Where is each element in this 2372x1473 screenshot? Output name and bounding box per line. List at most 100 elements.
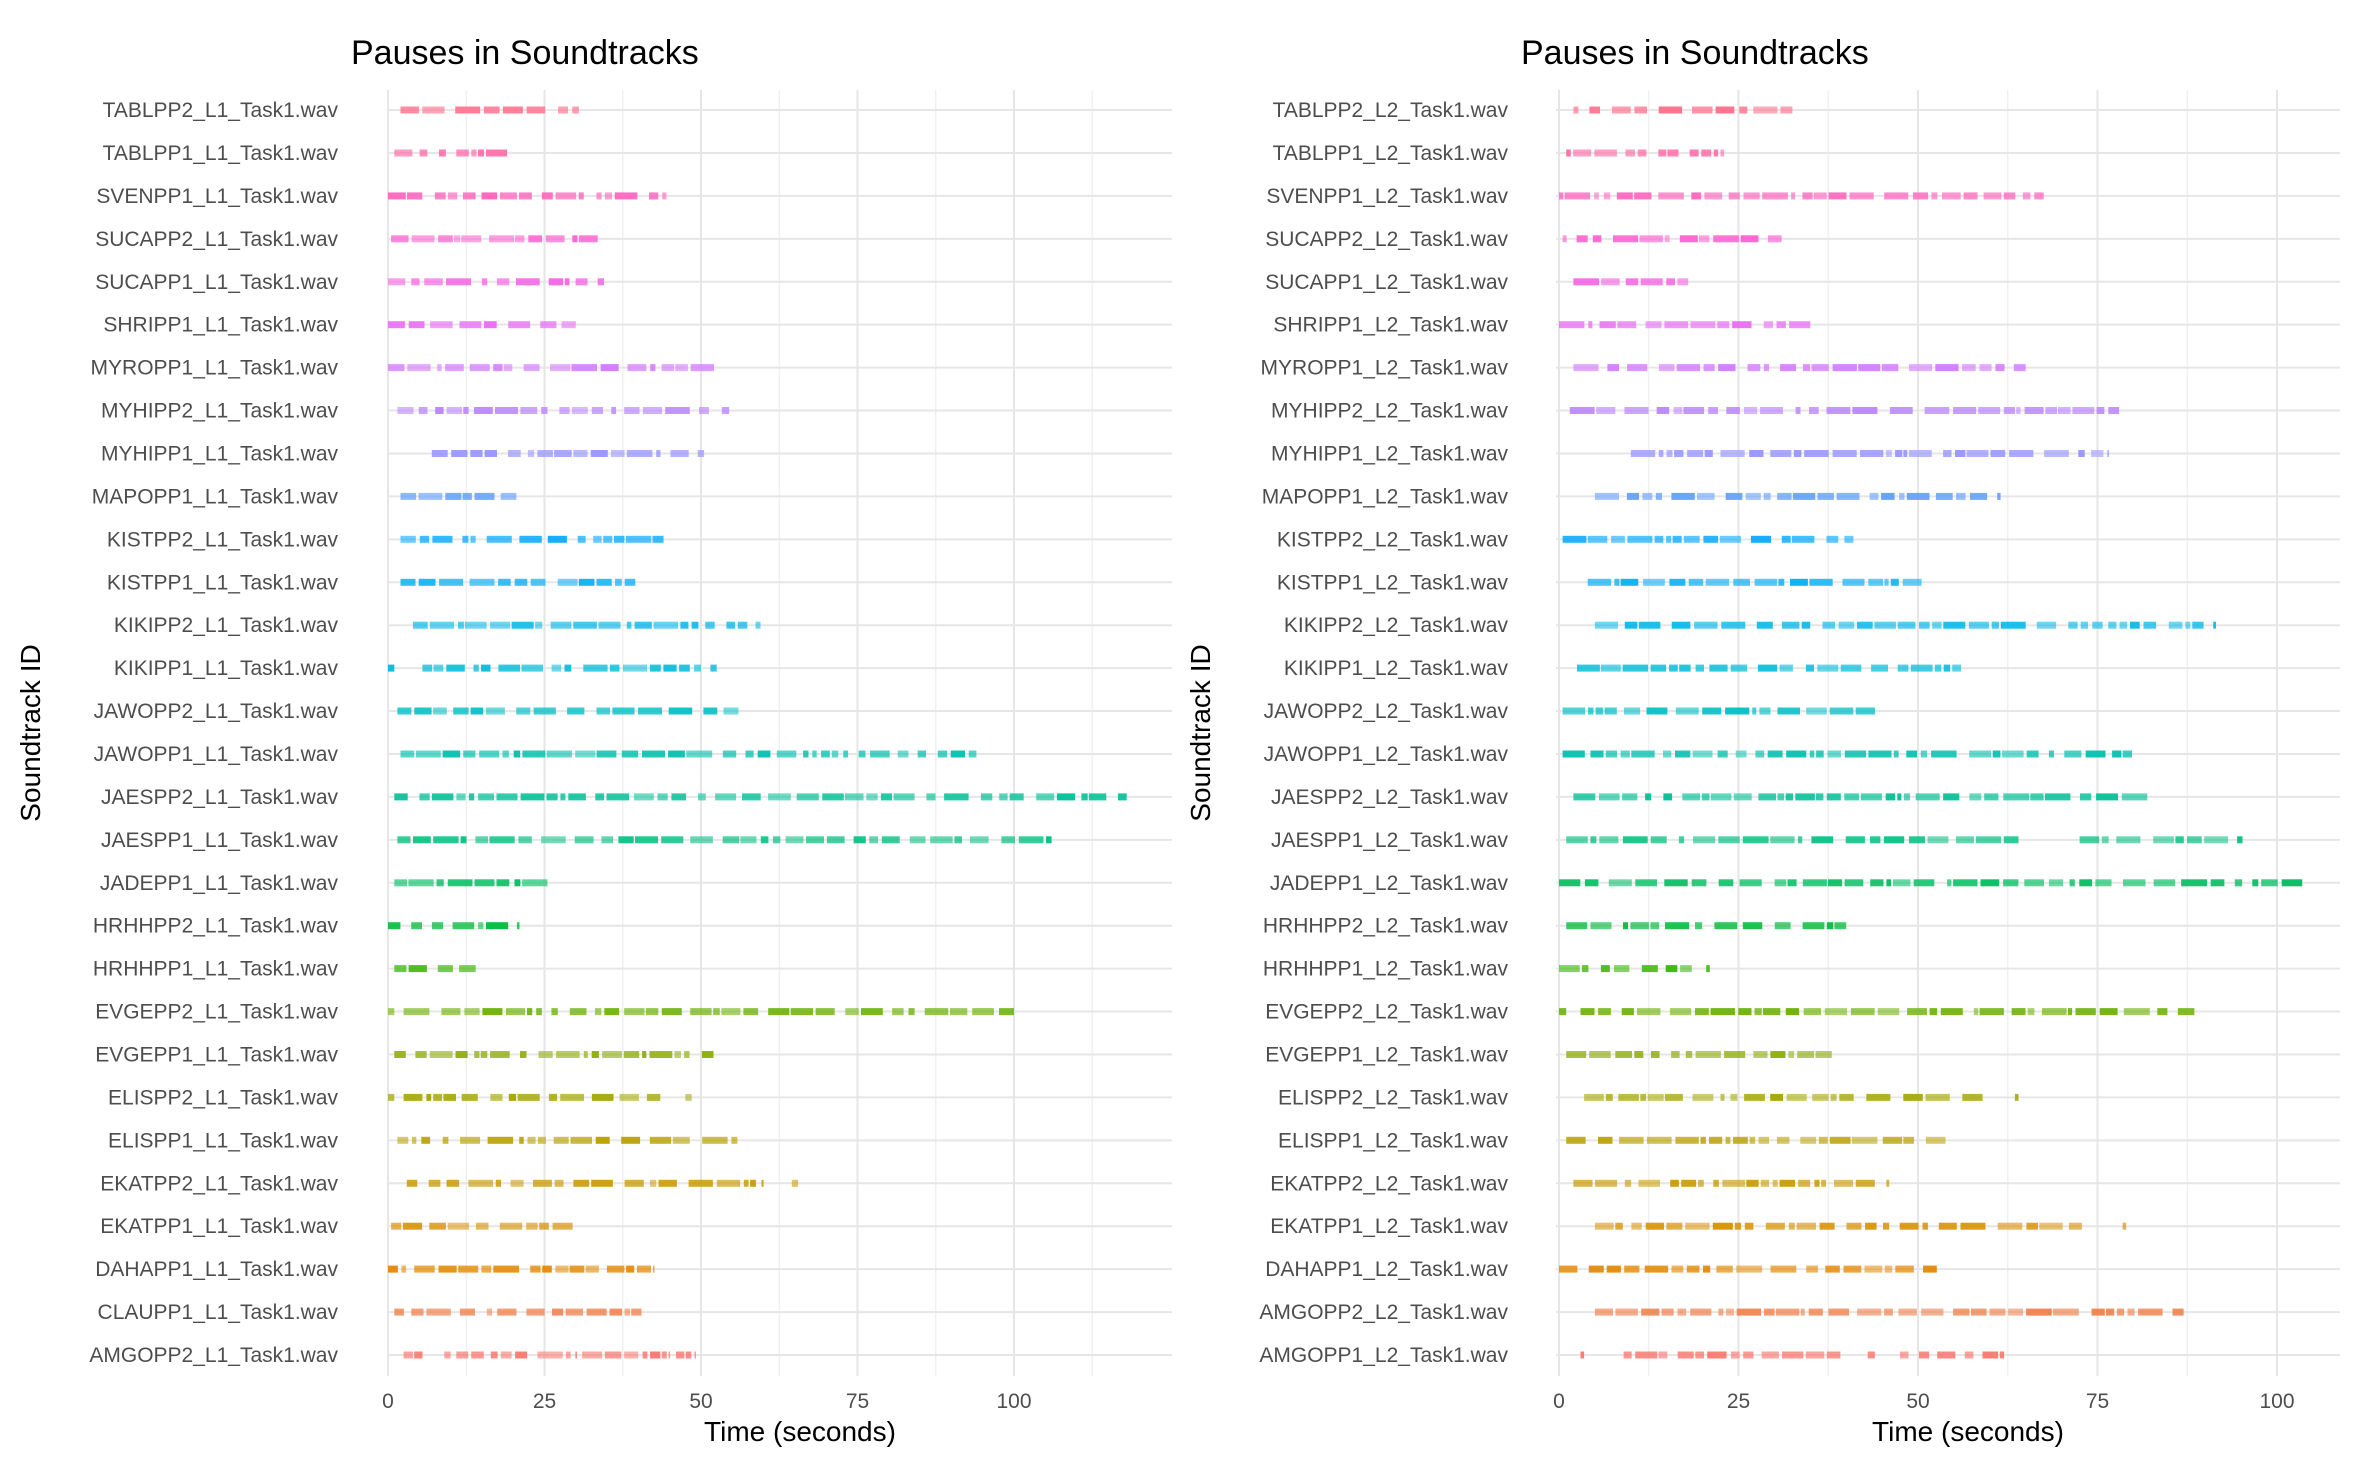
pause-mark xyxy=(1683,407,1705,414)
y-tick-label: JAWOPP2_L2_Task1.wav xyxy=(1264,700,1509,723)
pause-mark xyxy=(436,879,444,887)
pause-mark xyxy=(458,1265,479,1273)
pause-mark xyxy=(575,1351,577,1359)
pause-mark xyxy=(2107,450,2109,457)
pause-mark xyxy=(1786,750,1807,758)
pause-mark xyxy=(909,836,926,844)
pause-series-TABLPP1_L2_Task1.wav xyxy=(1566,149,1725,157)
pause-mark xyxy=(1815,1051,1832,1058)
pause-mark xyxy=(433,664,444,672)
pause-mark xyxy=(1802,922,1825,930)
pause-mark xyxy=(1625,149,1635,157)
pause-mark xyxy=(403,1093,423,1101)
pause-mark xyxy=(1675,707,1699,715)
pause-mark xyxy=(690,364,714,372)
pause-mark xyxy=(583,664,608,672)
pause-mark xyxy=(541,836,566,844)
pause-mark xyxy=(601,836,614,844)
pause-mark xyxy=(2153,879,2176,887)
pause-mark xyxy=(999,793,1008,801)
pause-mark xyxy=(569,1265,585,1273)
pause-mark xyxy=(606,1265,625,1273)
pause-mark xyxy=(1968,621,1989,629)
x-tick-label: 50 xyxy=(689,1390,712,1413)
pause-mark xyxy=(400,750,415,758)
pause-mark xyxy=(1779,1179,1796,1187)
pause-mark xyxy=(1866,1093,1891,1101)
pause-mark xyxy=(1703,1265,1711,1273)
pause-mark xyxy=(508,1093,517,1101)
pause-mark xyxy=(1782,1351,1804,1359)
pause-mark xyxy=(516,922,520,930)
pause-mark xyxy=(1752,707,1757,715)
pause-mark xyxy=(429,1222,446,1230)
pause-mark xyxy=(1753,106,1778,114)
pause-mark xyxy=(1886,879,1892,887)
pause-mark xyxy=(1932,621,1942,629)
pause-mark xyxy=(411,278,420,286)
pause-mark xyxy=(464,1008,480,1016)
pause-mark xyxy=(2009,450,2034,457)
pause-mark xyxy=(496,278,510,286)
pause-mark xyxy=(1940,1008,1963,1016)
pause-mark xyxy=(1953,407,1977,414)
pause-mark xyxy=(388,1008,395,1016)
pause-mark xyxy=(1744,1222,1754,1230)
pause-mark xyxy=(634,836,659,844)
pause-mark xyxy=(2121,793,2148,801)
pause-mark xyxy=(1635,879,1657,887)
pause-mark xyxy=(394,149,413,157)
y-tick-label: KISTPP2_L1_Task1.wav xyxy=(107,528,339,551)
pause-mark xyxy=(649,192,659,200)
pause-mark xyxy=(388,922,401,930)
pause-mark xyxy=(858,750,866,758)
pause-mark xyxy=(2261,879,2278,887)
pause-mark xyxy=(649,664,661,672)
pause-mark xyxy=(413,621,428,629)
x-tick-label: 75 xyxy=(2086,1390,2109,1413)
pause-mark xyxy=(1594,192,1599,200)
y-tick-label: EKATPP1_L2_Task1.wav xyxy=(1270,1215,1508,1238)
pause-mark xyxy=(433,707,447,715)
pause-mark xyxy=(1870,879,1884,887)
pause-mark xyxy=(486,1308,493,1316)
pause-mark xyxy=(1805,664,1814,672)
pause-mark xyxy=(2011,1008,2026,1016)
pause-mark xyxy=(1606,1265,1621,1273)
pause-mark xyxy=(1709,1136,1723,1144)
pause-mark xyxy=(1934,664,1942,672)
pause-mark xyxy=(1587,578,1612,586)
pause-mark xyxy=(2048,879,2064,887)
pause-mark xyxy=(459,965,476,973)
pause-mark xyxy=(481,1265,492,1273)
pause-mark xyxy=(676,1351,685,1359)
pause-mark xyxy=(1613,235,1639,243)
pause-mark xyxy=(1669,664,1678,672)
pause-mark xyxy=(528,235,542,243)
pause-mark xyxy=(737,621,748,629)
pause-mark xyxy=(1850,1008,1875,1016)
pause-mark xyxy=(1767,750,1783,758)
pause-mark xyxy=(1697,492,1715,500)
pause-mark xyxy=(1811,364,1829,372)
pause-series-HRHHPP1_L2_Task1.wav xyxy=(1559,965,1710,973)
pause-mark xyxy=(1598,1136,1613,1144)
pause-mark xyxy=(1840,664,1862,672)
pause-mark xyxy=(1664,1093,1683,1101)
pause-mark xyxy=(596,578,612,586)
pause-mark xyxy=(537,1136,546,1144)
pause-mark xyxy=(1677,1308,1687,1316)
pause-mark xyxy=(419,149,428,157)
pause-mark xyxy=(545,235,565,243)
pause-mark xyxy=(604,1008,620,1016)
pause-series-AMGOPP2_L1_Task1.wav xyxy=(403,1351,696,1359)
pause-mark xyxy=(519,535,542,543)
pause-mark xyxy=(388,1265,398,1273)
y-tick-label: SUCAPP1_L2_Task1.wav xyxy=(1265,271,1508,294)
pause-mark xyxy=(614,192,638,200)
y-tick-label: KIKIPP2_L2_Task1.wav xyxy=(1284,614,1509,637)
pause-mark xyxy=(1908,450,1932,457)
pause-mark xyxy=(560,1093,584,1101)
pause-mark xyxy=(473,664,479,672)
pause-mark xyxy=(999,1008,1014,1016)
